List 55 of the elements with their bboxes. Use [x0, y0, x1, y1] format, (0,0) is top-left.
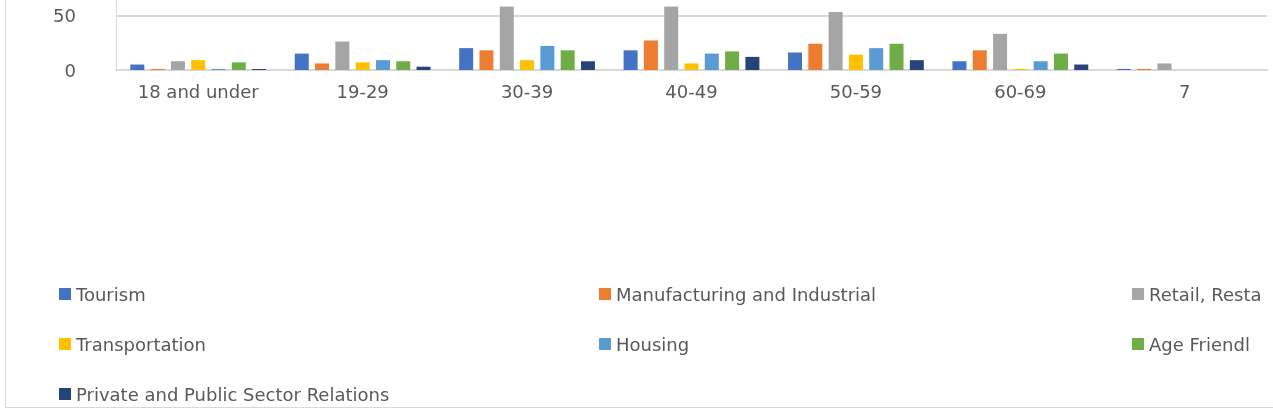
bar: [828, 12, 843, 70]
bar: [170, 61, 185, 70]
x-tick-label: 18 and under: [137, 80, 260, 102]
legend-label: Retail, Resta: [1149, 283, 1262, 305]
bar: [416, 66, 431, 70]
bar: [972, 50, 987, 70]
bar: [560, 50, 575, 70]
legend-label: Transportation: [75, 333, 206, 355]
bar: [869, 48, 884, 70]
x-tick-label: 30-39: [500, 80, 554, 102]
x-tick-label: 50-59: [829, 80, 883, 102]
x-tick-label: 19-29: [336, 80, 389, 102]
bar: [745, 56, 760, 70]
bar: [704, 53, 719, 70]
y-tick-label: 0: [64, 59, 76, 81]
bar: [848, 54, 863, 70]
bar: [499, 6, 514, 70]
legend-label: Housing: [616, 333, 690, 355]
bar: [294, 53, 309, 70]
bar: [623, 50, 638, 70]
x-tick-label: 7: [1179, 80, 1191, 102]
x-tick-label: 60-69: [994, 80, 1047, 102]
bar: [909, 60, 924, 70]
bar: [1074, 64, 1089, 70]
bar: [664, 6, 679, 70]
bar: [684, 63, 699, 70]
bar: [725, 51, 740, 70]
legend-label: Manufacturing and Industrial: [616, 283, 877, 305]
bar: [889, 43, 904, 70]
legend-label: Tourism: [75, 283, 146, 305]
bar: [540, 45, 555, 70]
bar: [355, 62, 370, 70]
bar: [580, 61, 595, 70]
bar: [993, 33, 1008, 70]
bar: [952, 61, 967, 70]
bar: [1157, 63, 1172, 70]
bar: [479, 50, 494, 70]
legend-label: Private and Public Sector Relations: [76, 383, 390, 405]
bar: [643, 40, 658, 70]
x-tick-label: 40-49: [665, 80, 718, 102]
bar: [315, 63, 330, 70]
y-tick-label: 50: [53, 4, 76, 26]
bar: [808, 43, 823, 70]
bar: [191, 60, 206, 70]
bar: [396, 61, 411, 70]
bar: [335, 41, 350, 70]
bar: [520, 60, 535, 70]
legend-label: Age Friendl: [1149, 333, 1250, 355]
bar: [1053, 53, 1068, 70]
bar: [459, 48, 474, 70]
bar: [130, 64, 145, 70]
bar: [375, 60, 390, 70]
bar: [231, 62, 246, 70]
bar: [788, 52, 803, 70]
bar: [1033, 61, 1048, 70]
